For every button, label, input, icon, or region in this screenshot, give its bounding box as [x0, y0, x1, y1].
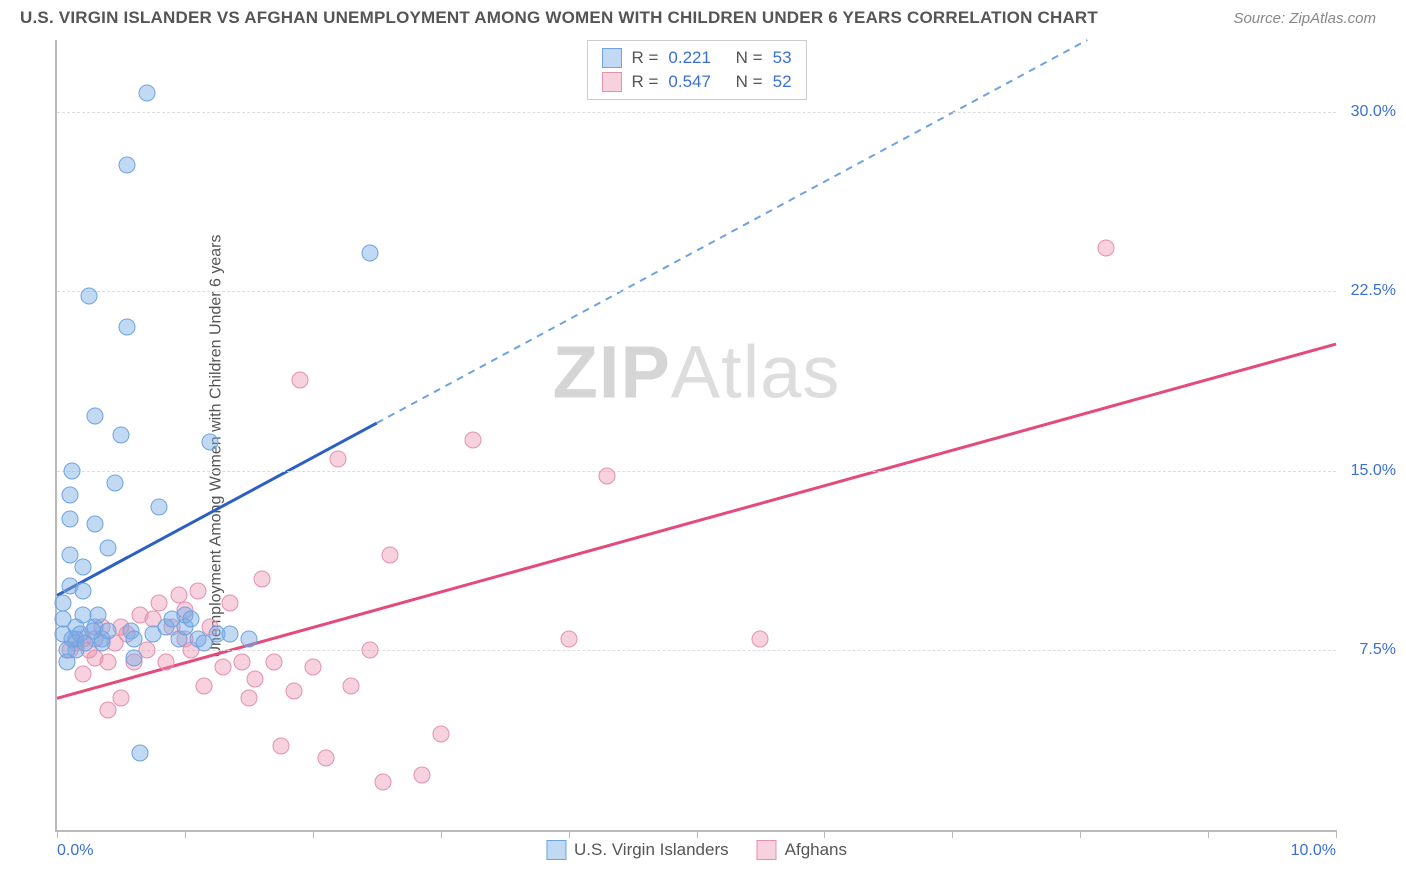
afghan-point	[74, 666, 91, 683]
usvi-n-value: 53	[773, 48, 792, 68]
afghan-point	[221, 594, 238, 611]
usvi-point	[119, 319, 136, 336]
afghan-point	[752, 630, 769, 647]
afghan-point	[234, 654, 251, 671]
x-tick	[824, 830, 825, 838]
afghan-point	[413, 766, 430, 783]
scatter-chart: ZIPAtlas R = 0.221 N = 53 R = 0.547 N = …	[55, 40, 1336, 832]
x-tick	[697, 830, 698, 838]
gridline	[57, 471, 1336, 472]
afghan-point	[100, 654, 117, 671]
source-attribution: Source: ZipAtlas.com	[1233, 10, 1376, 27]
x-tick-label: 10.0%	[1291, 842, 1336, 860]
usvi-legend-label: U.S. Virgin Islanders	[574, 840, 729, 860]
usvi-point	[125, 649, 142, 666]
usvi-point	[240, 630, 257, 647]
usvi-swatch	[601, 48, 621, 68]
afghan-point	[598, 467, 615, 484]
x-tick	[1080, 830, 1081, 838]
afghan-point	[381, 546, 398, 563]
afghan-legend-label: Afghans	[785, 840, 847, 860]
usvi-point	[84, 623, 101, 640]
afghan-point	[464, 431, 481, 448]
x-tick	[185, 830, 186, 838]
x-tick	[1336, 830, 1337, 838]
afghan-point	[112, 690, 129, 707]
x-tick	[441, 830, 442, 838]
afghan-point	[375, 774, 392, 791]
afghan-swatch	[601, 72, 621, 92]
usvi-point	[112, 427, 129, 444]
series-legend: U.S. Virgin Islanders Afghans	[546, 840, 847, 860]
afghan-point	[343, 678, 360, 695]
gridline	[57, 291, 1336, 292]
y-tick-label: 30.0%	[1351, 103, 1396, 121]
afghan-point	[304, 659, 321, 676]
afghan-point	[157, 654, 174, 671]
x-tick	[1208, 830, 1209, 838]
usvi-point	[362, 245, 379, 262]
afghan-point	[215, 659, 232, 676]
afghan-point	[247, 671, 264, 688]
afghan-point	[240, 690, 257, 707]
afghan-point	[253, 570, 270, 587]
usvi-point	[61, 486, 78, 503]
afghan-point	[285, 683, 302, 700]
afghan-point	[196, 678, 213, 695]
usvi-legend-swatch	[546, 840, 566, 860]
afghan-point	[151, 594, 168, 611]
chart-title: U.S. VIRGIN ISLANDER VS AFGHAN UNEMPLOYM…	[20, 8, 1098, 28]
afghan-point	[330, 450, 347, 467]
afghan-r-value: 0.547	[668, 72, 711, 92]
afghan-point	[189, 582, 206, 599]
afghan-point	[560, 630, 577, 647]
usvi-point	[125, 630, 142, 647]
x-tick	[569, 830, 570, 838]
usvi-point	[221, 625, 238, 642]
x-tick-label: 0.0%	[57, 842, 93, 860]
afghan-point	[1097, 240, 1114, 257]
usvi-point	[100, 623, 117, 640]
usvi-point	[55, 594, 72, 611]
x-tick	[57, 830, 58, 838]
usvi-point	[151, 498, 168, 515]
usvi-point	[106, 474, 123, 491]
afghan-point	[432, 726, 449, 743]
usvi-point	[183, 611, 200, 628]
gridline	[57, 112, 1336, 113]
afghan-point	[362, 642, 379, 659]
usvi-r-value: 0.221	[668, 48, 711, 68]
usvi-point	[87, 515, 104, 532]
afghan-point	[292, 371, 309, 388]
correlation-legend: R = 0.221 N = 53 R = 0.547 N = 52	[586, 40, 806, 100]
afghan-point	[266, 654, 283, 671]
usvi-point	[119, 156, 136, 173]
usvi-point	[61, 510, 78, 527]
y-tick-label: 7.5%	[1360, 641, 1396, 659]
afghan-point	[272, 738, 289, 755]
afghan-n-value: 52	[773, 72, 792, 92]
usvi-point	[89, 606, 106, 623]
usvi-point	[202, 434, 219, 451]
y-tick-label: 22.5%	[1351, 282, 1396, 300]
afghan-legend-swatch	[757, 840, 777, 860]
x-tick	[313, 830, 314, 838]
trend-lines	[57, 40, 1336, 830]
usvi-point	[132, 745, 149, 762]
usvi-point	[138, 84, 155, 101]
usvi-point	[87, 407, 104, 424]
y-tick-label: 15.0%	[1351, 462, 1396, 480]
usvi-point	[80, 288, 97, 305]
usvi-point	[100, 539, 117, 556]
x-tick	[952, 830, 953, 838]
afghan-point	[317, 750, 334, 767]
usvi-point	[74, 582, 91, 599]
usvi-point	[64, 462, 81, 479]
usvi-point	[74, 558, 91, 575]
gridline	[57, 650, 1336, 651]
